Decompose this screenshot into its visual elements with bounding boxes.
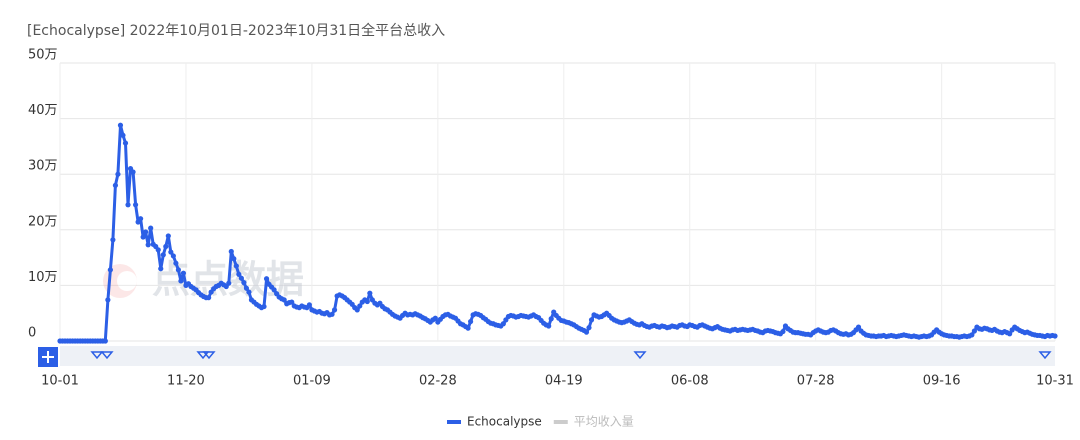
data-point: [122, 140, 129, 146]
data-point: [180, 270, 187, 276]
y-tick-label: 50万: [28, 48, 58, 63]
data-point: [357, 303, 363, 309]
data-point: [263, 276, 270, 282]
data-point: [170, 253, 176, 259]
event-icon[interactable]: [196, 351, 210, 360]
data-point: [548, 316, 554, 322]
data-point: [271, 287, 277, 293]
x-tick-label: 10-01: [41, 374, 79, 389]
data-point: [115, 171, 121, 177]
data-point: [467, 318, 474, 325]
event-icon[interactable]: [202, 351, 216, 360]
data-point: [105, 297, 111, 303]
data-point: [588, 317, 595, 323]
y-tick-label: 0: [28, 326, 36, 341]
data-point: [281, 297, 287, 303]
x-tick-label: 06-08: [671, 374, 709, 389]
event-icon[interactable]: [1038, 351, 1052, 360]
data-point: [367, 290, 373, 296]
event-icon[interactable]: [633, 351, 647, 360]
y-tick-label: 10万: [28, 270, 58, 285]
series-line: [60, 123, 1056, 343]
data-point: [261, 303, 267, 310]
legend-label: Echocalypse: [467, 415, 542, 429]
data-point: [138, 216, 144, 222]
data-point: [165, 233, 171, 239]
y-tick-label: 20万: [28, 214, 58, 229]
data-point: [546, 323, 552, 329]
data-point: [246, 289, 252, 295]
data-point: [107, 267, 113, 273]
data-point: [158, 266, 164, 272]
add-icon: [42, 351, 54, 363]
data-point: [102, 338, 108, 344]
data-point: [238, 275, 244, 281]
x-tick-label: 09-16: [923, 374, 961, 389]
data-point: [500, 321, 506, 327]
data-point: [120, 132, 126, 138]
data-point: [163, 243, 169, 250]
navigator[interactable]: [60, 346, 1055, 366]
data-point: [143, 229, 149, 235]
data-point: [110, 237, 116, 243]
event-icon[interactable]: [100, 351, 114, 360]
data-point: [132, 202, 139, 208]
data-point: [432, 315, 438, 321]
data-point: [1007, 331, 1013, 337]
data-point: [228, 248, 234, 255]
data-point: [160, 252, 166, 258]
data-point: [173, 260, 179, 266]
x-tick-label: 11-20: [167, 374, 205, 389]
x-tick-label: 07-28: [797, 374, 835, 389]
data-point: [465, 325, 471, 331]
data-point: [241, 280, 247, 286]
x-tick-label: 01-09: [293, 374, 331, 389]
event-icon[interactable]: [90, 351, 104, 360]
data-point: [175, 267, 181, 273]
x-tick-label: 02-28: [419, 374, 457, 389]
data-point: [236, 271, 242, 277]
data-point: [140, 234, 146, 240]
y-tick-label: 30万: [28, 159, 58, 174]
data-point: [354, 307, 360, 313]
event-icons: [90, 351, 1052, 360]
data-point: [329, 311, 335, 317]
data-point: [125, 202, 131, 208]
data-point: [780, 328, 786, 335]
chart-title: [Echocalypse] 2022年10月01日-2023年10月31日全平台…: [27, 22, 445, 39]
data-point: [117, 122, 124, 128]
data-point: [1052, 333, 1058, 339]
data-point: [969, 332, 975, 338]
data-point: [364, 298, 370, 305]
data-point: [148, 225, 154, 231]
data-point: [206, 295, 212, 301]
data-point: [331, 307, 338, 313]
data-point: [145, 242, 151, 248]
data-point: [178, 278, 184, 284]
legend-label[interactable]: 平均收入量: [574, 415, 634, 429]
data-point: [168, 249, 174, 255]
data-point: [231, 256, 237, 262]
data-point: [586, 325, 592, 331]
data-point: [233, 263, 239, 269]
data-point: [226, 280, 232, 286]
data-point: [306, 302, 312, 308]
data-point: [289, 299, 295, 305]
data-point: [971, 328, 977, 334]
data-point: [112, 182, 119, 188]
data-point: [155, 247, 161, 253]
data-point: [243, 285, 250, 291]
x-tick-label: 04-19: [545, 374, 583, 389]
data-point: [583, 329, 590, 335]
data-point: [855, 324, 862, 330]
x-tick-label: 10-31: [1036, 374, 1074, 389]
logo-hole: [117, 271, 137, 291]
data-point: [130, 169, 136, 175]
grid: [59, 62, 1056, 342]
y-tick-label: 40万: [28, 103, 58, 118]
